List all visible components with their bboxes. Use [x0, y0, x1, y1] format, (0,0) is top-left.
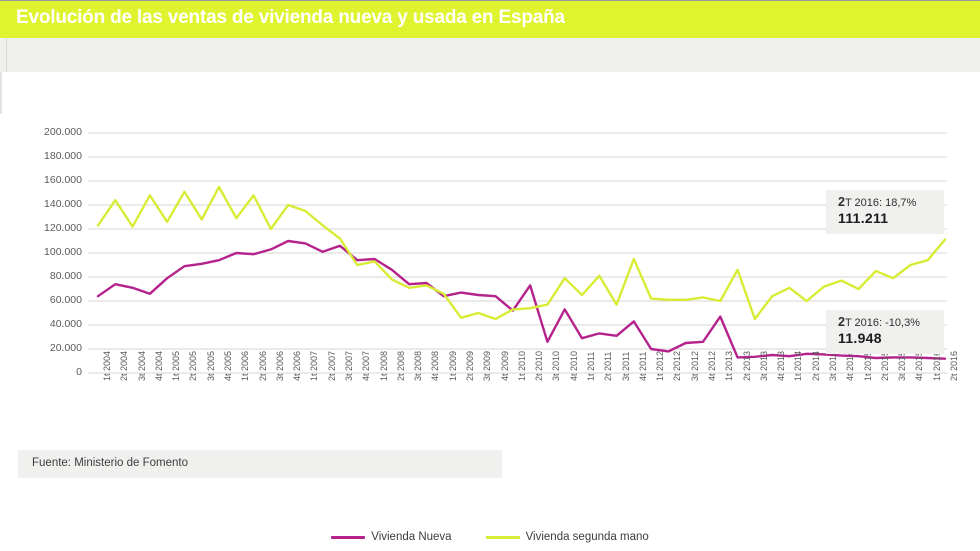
- series-line: [96, 185, 947, 321]
- y-axis-tick-label: 140.000: [44, 198, 82, 210]
- source-label: Fuente: Ministerio de Fomento: [32, 457, 188, 469]
- annotation-nueva-change: T 2016: -10,3%: [844, 317, 920, 329]
- x-axis-tick-label: 2t 2005: [188, 350, 199, 381]
- x-axis-tick-label: 4t 2005: [223, 350, 233, 381]
- y-axis-tick-label: 120.000: [44, 222, 82, 234]
- x-axis-tick-label: 4t 2011: [637, 351, 648, 381]
- x-axis-tick-label: 1t 2005: [171, 350, 182, 381]
- x-axis-tick-label: 4t 2010: [568, 350, 579, 381]
- x-axis-tick-label: 3t 2012: [689, 350, 700, 381]
- x-axis-tick-label: 4t 2013: [776, 350, 787, 381]
- x-axis-tick-label: 4t 2009: [499, 350, 510, 381]
- x-axis-tick-label: 3t 2010: [551, 350, 562, 381]
- y-axis-tick-label: 100.000: [44, 246, 82, 258]
- x-axis-tick-label: 3t 2014: [828, 350, 838, 381]
- x-axis-tick-label: 1t 2015: [862, 350, 873, 381]
- x-axis-tick-label: 3t 2004: [136, 350, 147, 381]
- x-axis-tick-label: 3t 2009: [482, 350, 493, 381]
- chart-gridlines: [88, 132, 947, 374]
- y-axis-tick-label: 80.000: [49, 270, 82, 282]
- legend-item[interactable]: Vivienda Nueva: [331, 531, 452, 543]
- x-axis-tick-label: 2t 2016: [949, 350, 959, 381]
- x-axis-tick-label: 2t 2013: [741, 350, 752, 381]
- x-axis-tick-label: 3t 2015: [897, 350, 908, 381]
- left-tick-mark: [0, 72, 2, 114]
- x-axis-tick-label: 4t 2004: [153, 350, 164, 381]
- y-axis-tick-label: 60.000: [49, 294, 82, 306]
- title-bar: Evolución de las ventas de vivienda nuev…: [0, 0, 980, 38]
- x-axis-tick-label: 4t 2012: [707, 350, 717, 381]
- legend-swatch-icon: [331, 535, 366, 539]
- line-chart: [88, 132, 947, 374]
- x-axis-tick-label: 2t 2014: [810, 350, 821, 381]
- x-axis-tick-label: 1t 2004: [102, 350, 112, 381]
- x-axis-tick-label: 1t 2012: [655, 350, 666, 381]
- x-axis-tick-label: 1t 2010: [516, 350, 527, 381]
- annotation-segunda-mano-period: 2T 2016: 18,7%: [838, 195, 932, 210]
- series-line: [96, 239, 947, 360]
- chart-series: [96, 185, 947, 360]
- legend-label: Vivienda segunda mano: [525, 531, 649, 543]
- x-axis-tick-label: 2t 2006: [257, 350, 268, 381]
- page-title: Evolución de las ventas de vivienda nuev…: [16, 7, 565, 28]
- y-axis-tick-label: 20.000: [49, 342, 82, 354]
- x-axis-tick-label: 1t 2016: [931, 350, 942, 381]
- source-box: Fuente: Ministerio de Fomento: [18, 450, 502, 478]
- x-axis-tick-label: 3t 2013: [758, 350, 769, 381]
- x-axis-tick-label: 4t 2014: [845, 350, 856, 381]
- title-underband: [0, 38, 980, 72]
- annotation-segunda-mano: 2T 2016: 18,7% 111.211: [826, 190, 944, 234]
- legend-label: Vivienda Nueva: [371, 531, 452, 543]
- x-axis-tick-label: 2t 2015: [879, 350, 890, 381]
- x-axis-tick-label: 1t 2009: [447, 350, 458, 381]
- x-axis-tick-label: 2t 2010: [534, 350, 545, 381]
- y-axis-tick-label: 0: [76, 366, 82, 378]
- x-axis-tick-label: 3t 2005: [205, 350, 216, 381]
- x-axis-tick-label: 1t 2007: [309, 350, 320, 381]
- x-axis-tick-label: 4t 2008: [430, 350, 441, 381]
- x-axis-tick-label: 3t 2008: [413, 350, 424, 381]
- x-axis-tick-label: 2t 2009: [465, 350, 475, 381]
- y-axis-tick-label: 200.000: [44, 126, 82, 138]
- chart-legend: Vivienda Nueva Vivienda segunda mano: [0, 526, 980, 548]
- annotation-segunda-mano-quarter: 2: [838, 195, 845, 209]
- y-axis-tick-label: 180.000: [44, 150, 82, 162]
- annotation-segunda-mano-value: 111.211: [838, 210, 889, 226]
- x-axis-tick-label: 2t 2004: [119, 350, 130, 381]
- annotation-nueva-period: 2T 2016: -10,3%: [838, 315, 932, 330]
- x-axis-tick-label: 1t 2008: [378, 350, 389, 381]
- x-axis-tick-label: 4t 2015: [914, 350, 925, 381]
- annotation-nueva-value: 11.948: [838, 330, 882, 346]
- chart-container: 0 20.000 40.000 60.000 80.000 100.000 120.000 1…: [0, 72, 980, 451]
- x-axis-tick-label: 4t 2007: [361, 350, 372, 381]
- annotation-nueva: 2T 2016: -10,3% 11.948: [826, 310, 944, 354]
- legend-swatch-icon: [485, 535, 520, 539]
- x-axis-tick-label: 1t 2013: [724, 350, 735, 381]
- x-axis-tick-label: 1t 2011: [586, 351, 596, 381]
- x-axis-tick-label: 3t 2011: [620, 351, 631, 381]
- annotation-segunda-mano-change: T 2016: 18,7%: [844, 197, 917, 209]
- x-axis-tick-label: 2t 2008: [395, 350, 406, 381]
- x-axis-tick-label: 1t 2006: [240, 350, 251, 381]
- annotation-nueva-quarter: 2: [838, 315, 845, 329]
- x-axis-tick-label: 1t 2014: [793, 350, 804, 381]
- x-axis-tick-label: 3t 2006: [274, 350, 285, 381]
- x-axis-tick-label: 2t 2011: [603, 351, 614, 381]
- x-axis-tick-label: 2t 2007: [326, 350, 337, 381]
- y-axis-tick-label: 160.000: [44, 174, 82, 186]
- y-axis-tick-label: 40.000: [49, 318, 82, 330]
- x-axis-tick-label: 4t 2006: [292, 350, 303, 381]
- x-axis-tick-label: 3t 2007: [344, 350, 354, 381]
- legend-item[interactable]: Vivienda segunda mano: [485, 531, 649, 543]
- x-axis-tick-label: 2t 2012: [672, 350, 683, 381]
- left-rail: [0, 38, 7, 72]
